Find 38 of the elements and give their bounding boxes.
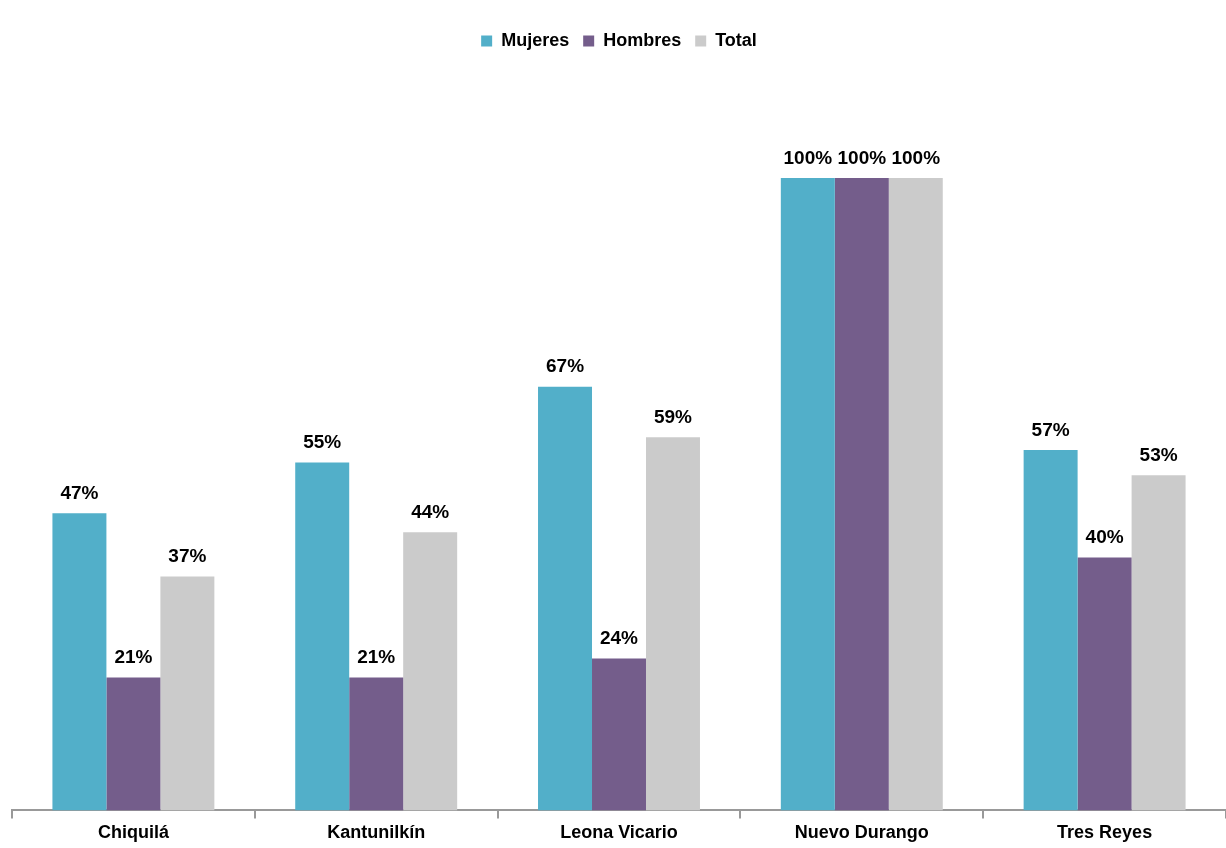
legend-label: Mujeres bbox=[501, 29, 570, 50]
data-label: 100% bbox=[783, 146, 833, 168]
data-label: 55% bbox=[303, 431, 342, 453]
bar bbox=[592, 658, 646, 811]
x-tick-label: Tres Reyes bbox=[1057, 822, 1153, 843]
data-label: 24% bbox=[599, 627, 639, 649]
bar bbox=[1077, 557, 1132, 811]
x-tick-label: Kantunilkín bbox=[327, 822, 426, 843]
bar bbox=[295, 462, 350, 811]
bar bbox=[1131, 475, 1186, 811]
x-tick-label: Nuevo Durango bbox=[794, 822, 929, 843]
legend-label: Total bbox=[715, 29, 757, 50]
x-tick-label: Leona Vicario bbox=[560, 822, 678, 843]
bar bbox=[52, 513, 107, 811]
data-label: 21% bbox=[357, 646, 396, 668]
bar bbox=[403, 532, 458, 811]
data-label: 53% bbox=[1139, 443, 1178, 465]
data-label: 59% bbox=[653, 406, 693, 428]
bar bbox=[160, 576, 215, 811]
data-label: 100% bbox=[837, 146, 887, 168]
data-label: 67% bbox=[546, 355, 585, 377]
bar bbox=[645, 437, 700, 811]
bar bbox=[780, 178, 835, 811]
bar bbox=[834, 178, 889, 811]
bar bbox=[349, 677, 404, 811]
bar bbox=[888, 178, 943, 811]
data-label: 40% bbox=[1085, 526, 1124, 548]
data-label: 44% bbox=[411, 500, 450, 522]
bar bbox=[106, 677, 161, 811]
data-label: 47% bbox=[60, 481, 99, 503]
x-tick-label: Chiquilá bbox=[97, 822, 170, 843]
data-label: 21% bbox=[114, 646, 153, 668]
data-label: 37% bbox=[168, 545, 207, 567]
bar bbox=[538, 386, 593, 811]
bar bbox=[1023, 449, 1078, 811]
data-label: 100% bbox=[891, 146, 941, 168]
data-label: 57% bbox=[1031, 418, 1070, 440]
legend-label: Hombres bbox=[603, 29, 682, 50]
